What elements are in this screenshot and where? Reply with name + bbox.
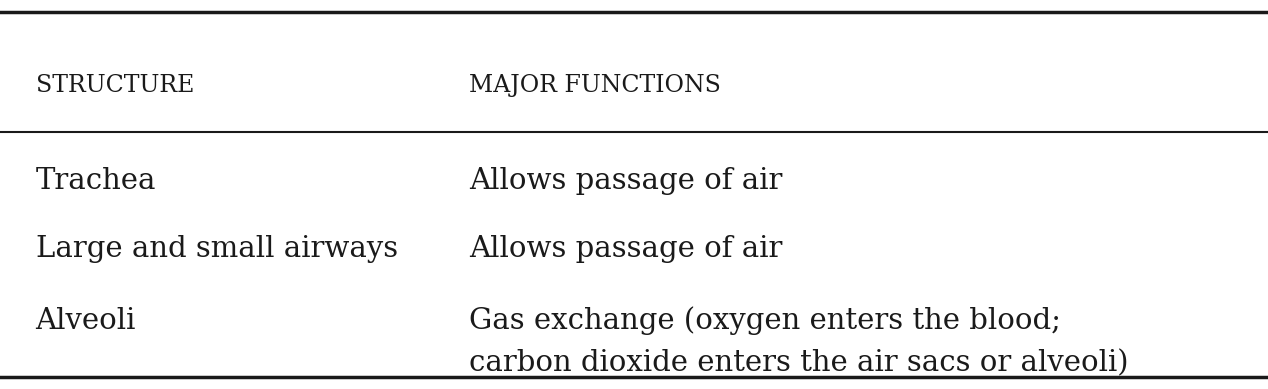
Text: Alveoli: Alveoli (36, 307, 136, 335)
Text: Large and small airways: Large and small airways (36, 235, 398, 263)
Text: MAJOR FUNCTIONS: MAJOR FUNCTIONS (469, 74, 721, 97)
Text: Gas exchange (oxygen enters the blood;: Gas exchange (oxygen enters the blood; (469, 307, 1061, 335)
Text: Allows passage of air: Allows passage of air (469, 167, 782, 195)
Text: Allows passage of air: Allows passage of air (469, 235, 782, 263)
Text: STRUCTURE: STRUCTURE (36, 74, 194, 97)
Text: Trachea: Trachea (36, 167, 156, 195)
Text: carbon dioxide enters the air sacs or alveoli): carbon dioxide enters the air sacs or al… (469, 350, 1129, 378)
